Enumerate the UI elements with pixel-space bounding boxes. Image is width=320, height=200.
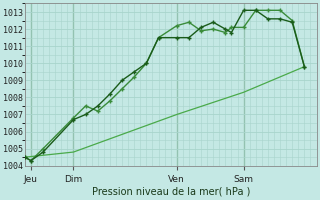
- X-axis label: Pression niveau de la mer( hPa ): Pression niveau de la mer( hPa ): [92, 187, 250, 197]
